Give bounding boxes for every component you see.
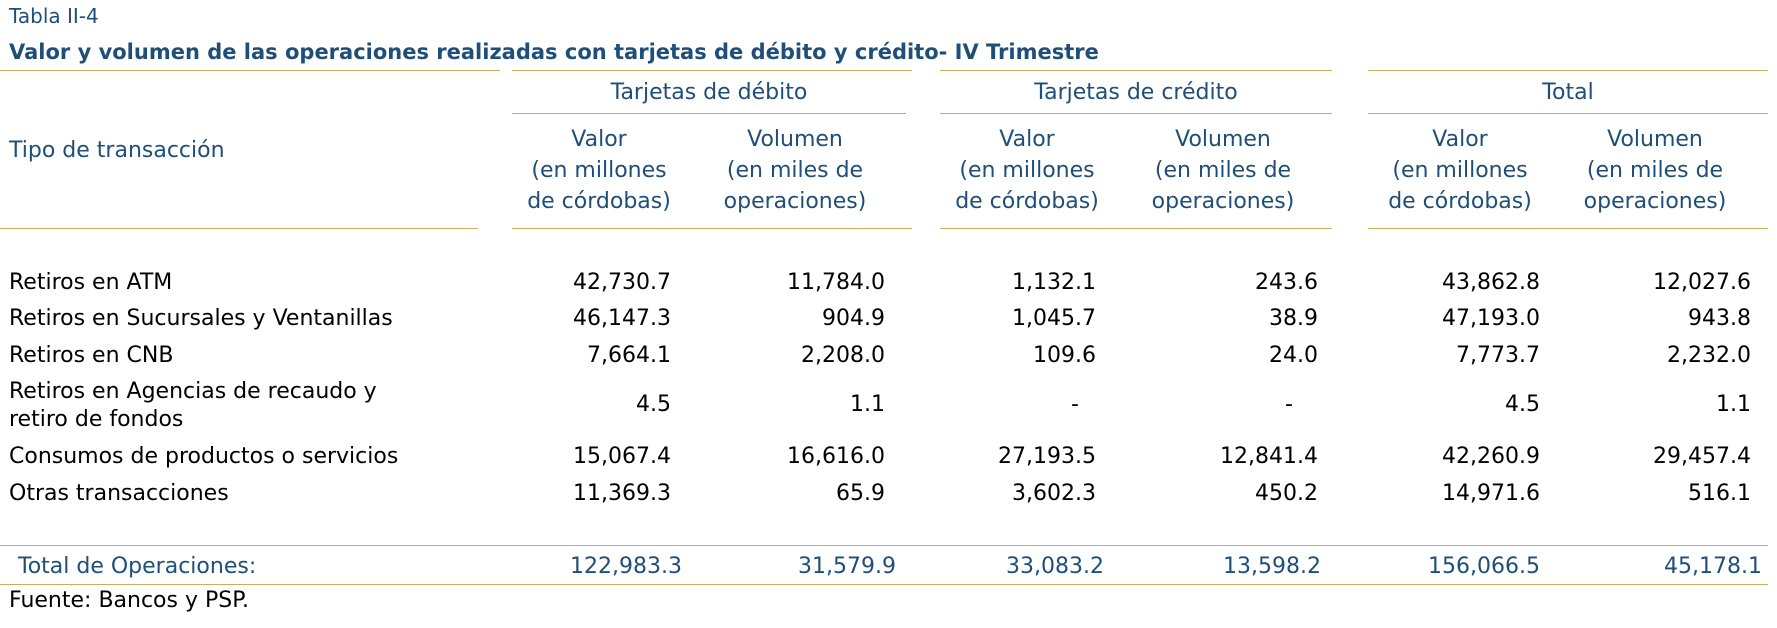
subheader-line: Volumen: [1175, 127, 1271, 152]
subheader-debit-valor: Valor (en millones de córdobas): [509, 124, 689, 217]
group-rule-total: [1368, 113, 1768, 114]
total-total-volumen: 45,178.1: [1664, 554, 1762, 579]
subheader-line: (en miles de: [1154, 158, 1292, 183]
cell-cnb-total-volumen: 2,232.0: [1667, 343, 1751, 368]
total-top-rule: [0, 545, 1768, 546]
cell-sucursales-total-valor: 47,193.0: [1442, 306, 1540, 331]
cell-agencias-debit-valor: 4.5: [636, 392, 671, 417]
row-label-consumos: Consumos de productos o servicios: [9, 444, 399, 469]
subheader-total-valor: Valor (en millones de córdobas): [1370, 124, 1550, 217]
cell-sucursales-credit-valor: 1,045.7: [1012, 306, 1096, 331]
subheader-line: operaciones): [723, 189, 867, 214]
group-rule-credit: [940, 113, 1332, 114]
cell-agencias-debit-volumen: 1.1: [850, 392, 885, 417]
cell-cnb-credit-valor: 109.6: [1033, 343, 1096, 368]
cell-agencias-total-valor: 4.5: [1505, 392, 1540, 417]
cell-agencias-credit-valor: -: [1071, 392, 1079, 417]
cell-agencias-credit-volumen: -: [1285, 392, 1293, 417]
subheader-line: (en miles de: [726, 158, 864, 183]
cell-sucursales-debit-volumen: 904.9: [822, 306, 885, 331]
group-header-total: Total: [1542, 80, 1594, 105]
row-label-line: Retiros en Agencias de recaudo y: [9, 379, 377, 404]
cell-atm-debit-valor: 42,730.7: [573, 270, 671, 295]
subheader-line: Volumen: [747, 127, 843, 152]
source-note: Fuente: Bancos y PSP.: [9, 588, 250, 613]
subheader-line: de córdobas): [527, 189, 671, 214]
subheader-line: (en millones: [959, 158, 1095, 183]
cell-sucursales-debit-valor: 46,147.3: [573, 306, 671, 331]
row-label-agencias: Retiros en Agencias de recaudo y retiro …: [9, 378, 377, 434]
total-debit-volumen: 31,579.9: [798, 554, 896, 579]
cell-atm-debit-volumen: 11,784.0: [787, 270, 885, 295]
cell-otras-credit-valor: 3,602.3: [1012, 481, 1096, 506]
row-label-line: retiro de fondos: [9, 407, 184, 432]
cell-cnb-debit-volumen: 2,208.0: [801, 343, 885, 368]
subheader-line: Valor: [1432, 127, 1488, 152]
subheader-line: Valor: [999, 127, 1055, 152]
cell-atm-total-valor: 43,862.8: [1442, 270, 1540, 295]
row-label-otras: Otras transacciones: [9, 481, 229, 506]
total-label: Total de Operaciones:: [18, 554, 257, 579]
table-title: Valor y volumen de las operaciones reali…: [9, 40, 1099, 64]
row-label-atm: Retiros en ATM: [9, 270, 173, 295]
header-rule-left: [0, 228, 478, 229]
row-header: Tipo de transacción: [9, 138, 225, 163]
group-rule-debit: [512, 113, 906, 114]
cell-atm-credit-valor: 1,132.1: [1012, 270, 1096, 295]
row-label-cnb: Retiros en CNB: [9, 343, 174, 368]
subheader-line: (en millones: [1392, 158, 1528, 183]
subheader-total-volumen: Volumen (en miles de operaciones): [1565, 124, 1745, 217]
subheader-line: de córdobas): [1388, 189, 1532, 214]
top-rule-left: [0, 70, 500, 71]
table-label: Tabla II-4: [9, 4, 99, 28]
cell-cnb-debit-valor: 7,664.1: [587, 343, 671, 368]
cell-agencias-total-volumen: 1.1: [1716, 392, 1751, 417]
total-bottom-rule: [0, 584, 1768, 585]
cell-consumos-credit-volumen: 12,841.4: [1220, 444, 1318, 469]
group-header-debit: Tarjetas de débito: [610, 80, 808, 105]
cell-atm-total-volumen: 12,027.6: [1653, 270, 1751, 295]
cell-consumos-total-valor: 42,260.9: [1442, 444, 1540, 469]
subheader-line: operaciones): [1583, 189, 1727, 214]
header-rule-credit: [940, 228, 1332, 229]
cell-consumos-total-volumen: 29,457.4: [1653, 444, 1751, 469]
cell-cnb-total-valor: 7,773.7: [1456, 343, 1540, 368]
subheader-line: Valor: [571, 127, 627, 152]
cell-otras-total-volumen: 516.1: [1688, 481, 1751, 506]
cell-atm-credit-volumen: 243.6: [1255, 270, 1318, 295]
cell-sucursales-total-volumen: 943.8: [1688, 306, 1751, 331]
subheader-line: (en millones: [531, 158, 667, 183]
cell-consumos-credit-valor: 27,193.5: [998, 444, 1096, 469]
total-total-valor: 156,066.5: [1428, 554, 1540, 579]
group-header-credit: Tarjetas de crédito: [1034, 80, 1238, 105]
header-rule-debit: [512, 228, 912, 229]
row-label-sucursales: Retiros en Sucursales y Ventanillas: [9, 306, 393, 331]
cell-otras-total-valor: 14,971.6: [1442, 481, 1540, 506]
subheader-debit-volumen: Volumen (en miles de operaciones): [705, 124, 885, 217]
subheader-line: (en miles de: [1586, 158, 1724, 183]
cell-otras-credit-volumen: 450.2: [1255, 481, 1318, 506]
total-credit-valor: 33,083.2: [1006, 554, 1104, 579]
cell-otras-debit-volumen: 65.9: [836, 481, 885, 506]
subheader-line: operaciones): [1151, 189, 1295, 214]
subheader-line: de córdobas): [955, 189, 1099, 214]
top-rule-debit: [512, 70, 912, 71]
top-rule-total: [1368, 70, 1768, 71]
cell-cnb-credit-volumen: 24.0: [1269, 343, 1318, 368]
subheader-line: Volumen: [1607, 127, 1703, 152]
top-rule-credit: [940, 70, 1332, 71]
total-credit-volumen: 13,598.2: [1223, 554, 1321, 579]
total-debit-valor: 122,983.3: [570, 554, 682, 579]
cell-otras-debit-valor: 11,369.3: [573, 481, 671, 506]
subheader-credit-volumen: Volumen (en miles de operaciones): [1133, 124, 1313, 217]
cell-sucursales-credit-volumen: 38.9: [1269, 306, 1318, 331]
cell-consumos-debit-volumen: 16,616.0: [787, 444, 885, 469]
cell-consumos-debit-valor: 15,067.4: [573, 444, 671, 469]
header-rule-total: [1368, 228, 1768, 229]
subheader-credit-valor: Valor (en millones de córdobas): [937, 124, 1117, 217]
